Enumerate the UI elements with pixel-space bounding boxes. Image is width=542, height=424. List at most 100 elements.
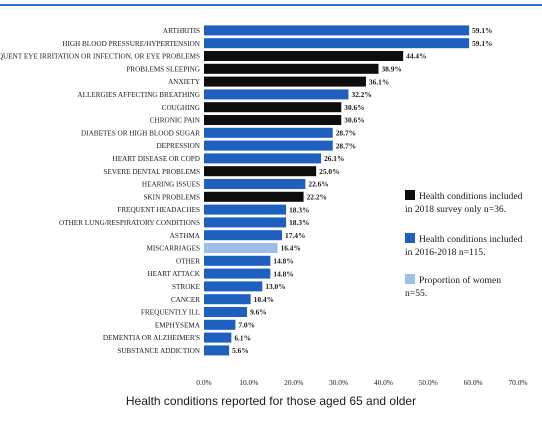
value-label: 14.8%	[273, 257, 293, 266]
x-tick-label: 70.0%	[508, 378, 527, 387]
bar	[204, 89, 349, 100]
value-label: 36.1%	[369, 77, 389, 86]
bar	[204, 102, 342, 113]
value-label: 22.2%	[307, 193, 327, 202]
bar	[204, 63, 379, 74]
value-label: 25.0%	[319, 167, 339, 176]
category-label: STROKE	[172, 283, 201, 291]
bar-chart: ARTHRITIS 59.1% HIGH BLOOD PRESSURE/HYPERT…	[0, 25, 528, 387]
value-label: 13.0%	[265, 282, 285, 291]
category-label: SEVERE DENTAL PROBLEMS	[103, 168, 200, 176]
bar	[204, 281, 263, 292]
bar	[204, 230, 283, 241]
value-label: 28.7%	[336, 129, 356, 138]
category-label: DIABETES OR HIGH BLOOD SUGAR	[81, 129, 200, 137]
value-label: 59.1%	[472, 26, 492, 35]
value-label: 28.7%	[336, 141, 356, 150]
value-label: 26.1%	[324, 154, 344, 163]
bar	[204, 153, 322, 164]
category-label: CANCER	[171, 296, 200, 304]
bar	[204, 204, 287, 215]
top-rule	[0, 4, 542, 6]
value-label: 30.6%	[344, 116, 364, 125]
category-label: COUGHING	[162, 104, 200, 112]
category-label: EMPHYSEMA	[155, 321, 201, 329]
value-label: 59.1%	[472, 39, 492, 48]
legend-swatch-black	[405, 190, 415, 200]
category-label: ARTHRITIS	[163, 27, 200, 35]
category-label: ASTHMA	[170, 232, 201, 240]
bar	[204, 115, 342, 125]
bar	[204, 127, 333, 138]
bar	[204, 217, 287, 228]
legend-item-2018-only: Health conditions included in 2018 surve…	[405, 190, 537, 216]
category-label: SUBSTANCE ADDICTION	[117, 347, 200, 355]
bar	[204, 179, 306, 189]
bar	[204, 268, 271, 279]
value-label: 17.4%	[285, 231, 305, 240]
category-label: HEART ATTACK	[147, 270, 200, 278]
value-label: 16.4%	[281, 244, 301, 253]
bar	[204, 307, 248, 317]
value-label: 9.6%	[250, 308, 267, 317]
figure-caption: Health conditions reported for those age…	[125, 394, 417, 408]
category-label: SKIN PROBLEMS	[143, 193, 200, 201]
legend-swatch-blue	[405, 233, 415, 243]
bar	[204, 76, 366, 87]
category-label: HEART DISEASE OR COPD	[113, 155, 201, 163]
bar	[204, 191, 304, 202]
legend-text-2a: Health conditions included	[419, 234, 523, 245]
category-label: FREQUENT HEADACHES	[117, 206, 200, 214]
legend-item-2016-2018: Health conditions included in 2016-2018 …	[405, 233, 537, 259]
category-label: HIGH BLOOD PRESSURE/HYPERTENSION	[62, 40, 201, 48]
value-label: 18.3%	[289, 218, 309, 227]
legend-text-2b: in 2016-2018 n=115.	[405, 247, 486, 258]
value-label: 44.4%	[406, 52, 426, 61]
category-label: DEMENTIA OR ALZHEIMER'S	[103, 334, 200, 342]
category-label: PROBLEMS SLEEPING	[126, 65, 200, 73]
value-label: 38.9%	[381, 65, 401, 74]
legend-item-women: Proportion of women n=55.	[405, 274, 537, 300]
value-label: 32.2%	[351, 90, 371, 99]
category-label: ANXIETY	[168, 78, 201, 86]
legend-text-1b: in 2018 survey only n=36.	[405, 204, 507, 215]
bar	[204, 319, 236, 330]
bar	[204, 255, 271, 266]
value-label: 5.6%	[232, 346, 249, 355]
value-label: 30.6%	[344, 103, 364, 112]
category-label: OTHER	[176, 257, 200, 265]
category-label: OTHER LUNG/RESPIRATORY CONDITIONS	[59, 219, 200, 227]
legend-text-3b: n=55.	[405, 288, 428, 299]
bar	[204, 243, 278, 253]
bar	[204, 140, 333, 151]
category-label: FREQUENTLY ILL	[141, 309, 200, 317]
bar	[204, 51, 404, 61]
value-label: 18.3%	[289, 205, 309, 214]
x-tick-label: 10.0%	[239, 378, 258, 387]
x-tick-label: 0.0%	[196, 378, 211, 387]
legend-text-1a: Health conditions included	[419, 191, 523, 202]
category-label: HEARING ISSUES	[142, 181, 200, 189]
category-label: CHRONIC PAIN	[150, 117, 201, 125]
value-label: 10.4%	[254, 295, 274, 304]
value-label: 14.8%	[273, 269, 293, 278]
category-label: FREQUENT EYE IRRITATION OR INFECTION, OR…	[0, 53, 200, 61]
value-label: 7.0%	[238, 321, 255, 330]
x-tick-label: 20.0%	[284, 378, 303, 387]
category-label: MISCARRIAGES	[146, 245, 200, 253]
category-label: ALLERGIES AFFECTING BREATHING	[77, 91, 200, 99]
bar	[204, 345, 230, 356]
x-tick-label: 40.0%	[374, 378, 393, 387]
legend-text-3a: Proportion of women	[419, 275, 502, 286]
legend-swatch-light-blue	[405, 274, 415, 284]
x-tick-label: 30.0%	[329, 378, 348, 387]
bar	[204, 294, 251, 305]
category-label: DEPRESSION	[156, 142, 200, 150]
bar	[204, 38, 470, 49]
value-label: 6.1%	[234, 333, 251, 342]
bar	[204, 332, 232, 343]
x-tick-label: 60.0%	[464, 378, 483, 387]
bar	[204, 25, 470, 36]
bar	[204, 166, 317, 177]
